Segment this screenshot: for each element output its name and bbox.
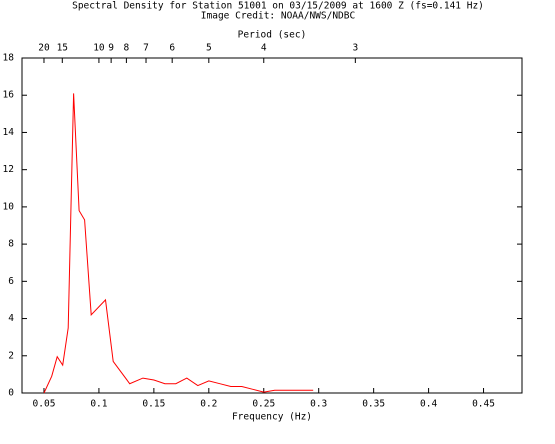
x-tick-label: 0.2 bbox=[200, 399, 217, 410]
top-tick-label: 9 bbox=[108, 43, 114, 54]
x-tick-label: 0.4 bbox=[420, 399, 437, 410]
x-tick-label: 0.45 bbox=[472, 399, 495, 410]
plot-frame bbox=[21, 57, 523, 394]
y-tick-label: 6 bbox=[8, 276, 14, 287]
x-tick-label: 0.05 bbox=[33, 399, 56, 410]
top-tick-label: 10 bbox=[93, 43, 105, 54]
top-tick-label: 15 bbox=[57, 43, 68, 54]
y-tick-label: 4 bbox=[8, 313, 14, 324]
y-tick-label: 16 bbox=[3, 90, 15, 101]
top-tick-label: 4 bbox=[261, 43, 267, 54]
y-tick-label: 0 bbox=[8, 388, 14, 399]
x-tick-label: 0.25 bbox=[252, 399, 275, 410]
y-tick-label: 10 bbox=[3, 201, 15, 212]
top-tick-label: 7 bbox=[143, 43, 149, 54]
top-tick-label: 8 bbox=[124, 43, 130, 54]
x-tick-label: 0.15 bbox=[142, 399, 165, 410]
y-tick-label: 2 bbox=[8, 350, 14, 361]
top-axis-label: Period (sec) bbox=[238, 30, 307, 41]
x-tick-label: 0.1 bbox=[90, 399, 107, 410]
x-axis-label: Frequency (Hz) bbox=[232, 412, 312, 423]
y-tick-label: 12 bbox=[3, 164, 14, 175]
y-tick-label: 14 bbox=[3, 127, 15, 138]
data-line bbox=[43, 93, 314, 394]
top-tick-label: 20 bbox=[38, 43, 50, 54]
y-tick-label: 8 bbox=[8, 239, 14, 250]
top-tick-label: 3 bbox=[352, 43, 358, 54]
chart-subtitle: Image Credit: NOAA/NWS/NDBC bbox=[201, 11, 355, 22]
y-tick-label: 18 bbox=[3, 53, 15, 64]
chart-title: Spectral Density for Station 51001 on 03… bbox=[72, 1, 484, 12]
top-tick-label: 5 bbox=[206, 43, 212, 54]
x-tick-label: 0.3 bbox=[310, 399, 327, 410]
x-tick-label: 0.35 bbox=[362, 399, 385, 410]
top-tick-label: 6 bbox=[169, 43, 175, 54]
